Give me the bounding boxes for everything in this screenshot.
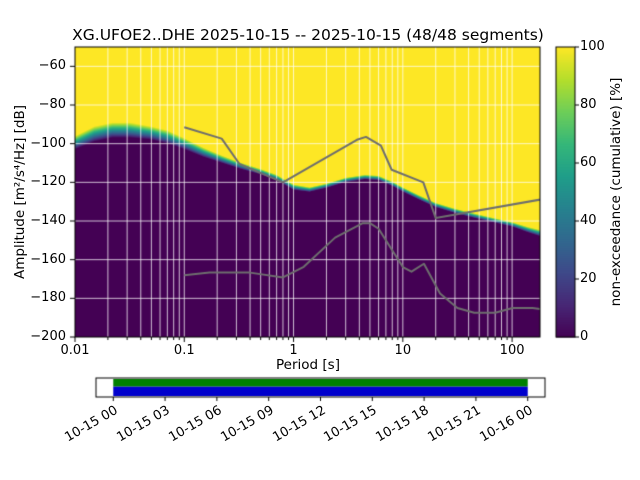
y-tick-label: −140	[30, 213, 66, 228]
colorbar-tick-label: 20	[580, 271, 597, 286]
x-tick-label: 1	[289, 343, 298, 358]
y-tick-label: −200	[30, 329, 66, 344]
x-tick-label: 0.1	[173, 343, 195, 358]
x-tick-label: 100	[499, 343, 525, 358]
y-tick-label: −80	[38, 97, 66, 112]
colorbar-tick-label: 40	[580, 213, 597, 228]
x-axis-label: Period [s]	[276, 357, 340, 373]
y-tick-label: −180	[30, 290, 66, 306]
colorbar-tick-label: 60	[580, 155, 597, 170]
y-tick-label: −60	[38, 58, 66, 74]
colorbar-tick-label: 100	[580, 39, 605, 54]
x-tick-label: 0.01	[60, 343, 90, 358]
chart-title: XG.UFOE2..DHE 2025-10-15 -- 2025-10-15 (…	[72, 26, 544, 44]
y-tick-label: −120	[30, 174, 66, 190]
colorbar-label: non-exceedance (cumulative) [%]	[608, 77, 624, 307]
colorbar-tick-label: 0	[580, 329, 589, 344]
y-tick-label: −100	[30, 135, 66, 151]
colorbar-tick-label: 80	[580, 97, 597, 112]
y-tick-label: −160	[30, 251, 66, 267]
x-tick-label: 10	[394, 343, 412, 358]
